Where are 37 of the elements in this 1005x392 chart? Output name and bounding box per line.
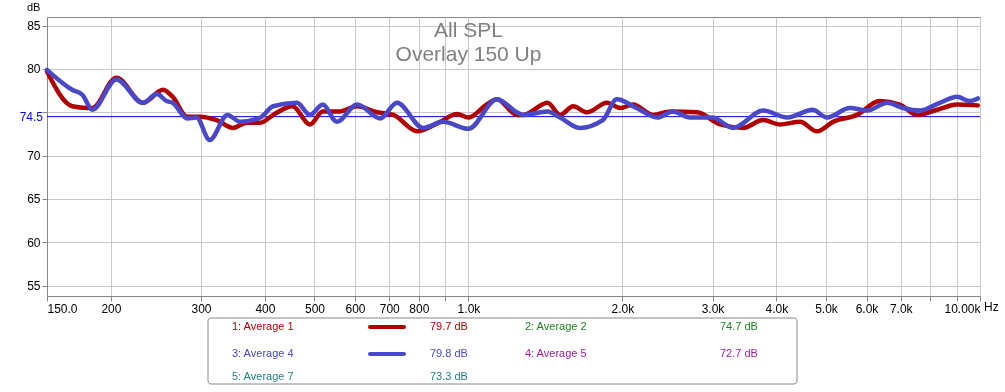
x-tick-label: 6.0k bbox=[855, 301, 880, 316]
y-tick-label: 85 bbox=[27, 19, 41, 34]
text: 79.7 dB bbox=[430, 320, 468, 332]
text: 79.8 dB bbox=[430, 347, 468, 359]
x-tick-label: 200 bbox=[101, 301, 122, 316]
x-tick-label: 4.0k bbox=[765, 301, 790, 316]
x-tick-label: 150.0 bbox=[47, 301, 78, 316]
chart-title: All SPL bbox=[434, 18, 503, 41]
y-tick-label: 60 bbox=[27, 235, 41, 250]
x-tick-label: 500 bbox=[304, 301, 326, 316]
y-tick-label: 55 bbox=[27, 279, 41, 294]
text: 72.7 dB bbox=[720, 347, 758, 359]
x-tick-label: 7.0k bbox=[889, 301, 914, 316]
x-tick-label: 800 bbox=[409, 301, 430, 316]
text: 74.7 dB bbox=[720, 320, 758, 332]
text: 73.3 dB bbox=[430, 370, 468, 382]
x-tick-label: 1.0k bbox=[457, 301, 482, 316]
text: 5: Average 7 bbox=[232, 370, 294, 382]
text: 3: Average 4 bbox=[232, 347, 294, 359]
ref-line-label: 74.5 bbox=[19, 109, 44, 124]
x-axis-title: Hz bbox=[984, 300, 999, 314]
text: 1: Average 1 bbox=[232, 320, 294, 332]
y-tick-label: 80 bbox=[27, 62, 41, 77]
x-tick-label: 2.0k bbox=[611, 301, 636, 316]
x-tick-label: 700 bbox=[379, 301, 401, 316]
y-tick-label: 70 bbox=[27, 149, 41, 164]
y-tick-label: 65 bbox=[27, 192, 41, 207]
text: Overlay 150 Up bbox=[395, 42, 542, 65]
x-tick-label: 5.0k bbox=[815, 301, 839, 316]
y-axis-title: dB bbox=[27, 1, 41, 13]
x-tick-label: 600 bbox=[345, 301, 366, 316]
x-tick-label: 10.00k bbox=[944, 301, 982, 316]
x-tick-label: 400 bbox=[255, 301, 276, 316]
text: 2: Average 2 bbox=[525, 320, 587, 332]
x-tick-label: 300 bbox=[191, 301, 212, 316]
text: 4: Average 5 bbox=[525, 347, 587, 359]
x-tick-label: 3.0k bbox=[701, 301, 726, 316]
